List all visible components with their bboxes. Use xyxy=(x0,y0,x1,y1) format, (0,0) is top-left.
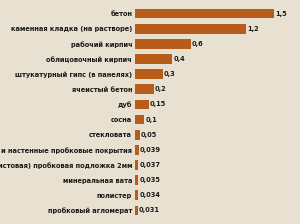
Text: 1,5: 1,5 xyxy=(275,11,287,17)
Text: 0,3: 0,3 xyxy=(164,71,176,77)
Bar xyxy=(135,39,191,49)
Text: 0,031: 0,031 xyxy=(139,207,160,213)
Bar xyxy=(135,24,246,34)
Bar xyxy=(135,115,144,125)
Text: 0,6: 0,6 xyxy=(192,41,204,47)
Bar xyxy=(135,160,138,170)
Bar xyxy=(135,130,140,140)
Bar xyxy=(135,190,138,200)
Text: 0,039: 0,039 xyxy=(140,147,161,153)
Bar xyxy=(135,54,172,64)
Text: 1,2: 1,2 xyxy=(248,26,259,32)
Bar xyxy=(135,84,154,94)
Text: 0,2: 0,2 xyxy=(155,86,167,92)
Bar xyxy=(135,175,138,185)
Text: 0,05: 0,05 xyxy=(141,132,157,138)
Text: 0,037: 0,037 xyxy=(140,162,160,168)
Text: 0,4: 0,4 xyxy=(173,56,185,62)
Text: 0,15: 0,15 xyxy=(150,101,166,108)
Bar xyxy=(135,69,163,79)
Bar xyxy=(135,99,149,109)
Bar xyxy=(135,9,274,19)
Text: 0,1: 0,1 xyxy=(146,116,157,123)
Text: 0,035: 0,035 xyxy=(140,177,160,183)
Bar xyxy=(135,205,138,215)
Text: 0,034: 0,034 xyxy=(139,192,160,198)
Bar xyxy=(135,145,139,155)
